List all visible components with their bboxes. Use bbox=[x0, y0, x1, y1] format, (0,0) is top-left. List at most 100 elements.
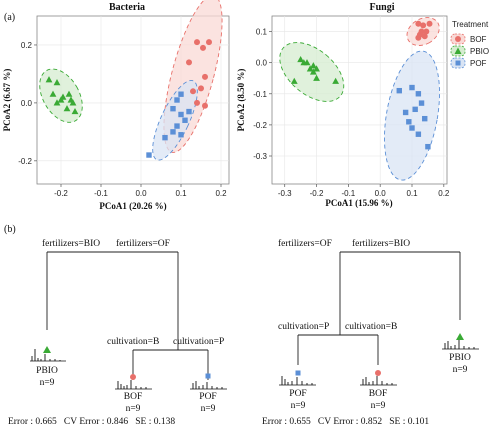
point-pbio bbox=[65, 90, 73, 97]
legend-item-bof: BOF bbox=[450, 33, 487, 45]
leaf-class-label: POF bbox=[199, 392, 216, 402]
point-pbio bbox=[53, 79, 61, 86]
tree-error-summary: Error : 0.665 CV Error : 0.846 SE : 0.13… bbox=[8, 417, 175, 426]
leaf-node: POF n=9 bbox=[279, 370, 316, 411]
point-pbio bbox=[45, 76, 53, 83]
leaf-class-label: BOF bbox=[369, 389, 387, 399]
point-pbio bbox=[69, 99, 77, 106]
point-bof bbox=[420, 22, 427, 29]
leaf-histogram bbox=[192, 381, 223, 389]
point-pof bbox=[170, 129, 176, 135]
split-root-left: fertilizers=OF bbox=[278, 238, 332, 249]
y-tick-label: 0.0 bbox=[21, 99, 33, 108]
legend-label: POF bbox=[470, 59, 487, 68]
point-pbio bbox=[71, 107, 79, 115]
point-bof bbox=[194, 39, 200, 46]
point-pof bbox=[174, 97, 180, 103]
legend-label: BOF bbox=[470, 35, 487, 44]
y-tick-label: -0.1 bbox=[253, 90, 267, 99]
y-tick-label: -0.2 bbox=[253, 121, 267, 130]
point-pbio bbox=[313, 74, 320, 81]
x-tick-label: -0.2 bbox=[54, 189, 68, 198]
y-ticks: -0.2 0.0 0.2 bbox=[18, 41, 37, 166]
split-root-left: fertilizers=BIO bbox=[42, 238, 100, 249]
point-pbio bbox=[53, 99, 61, 106]
x-ticks: -0.2 -0.1 0.0 0.1 0.2 bbox=[54, 184, 227, 198]
square-marker-icon bbox=[295, 370, 301, 376]
point-pbio bbox=[313, 65, 320, 72]
point-pof bbox=[412, 106, 418, 113]
split-sub-right: cultivation=P bbox=[173, 337, 224, 347]
split-root-right: fertilizers=BIO bbox=[352, 238, 410, 249]
point-bof bbox=[416, 31, 423, 38]
leaf-count: n=9 bbox=[291, 401, 306, 411]
point-pof bbox=[422, 115, 428, 122]
x-tick-label: 0.0 bbox=[135, 189, 147, 198]
leaf-node: POF n=9 bbox=[190, 373, 227, 414]
y-tick-label: -0.3 bbox=[253, 152, 267, 161]
leaf-node: PBIO n=9 bbox=[442, 333, 479, 375]
x-tick-label: 0.1 bbox=[406, 189, 418, 198]
leaf-class-label: PBIO bbox=[36, 366, 58, 376]
decision-tree-fungi-labels: fertilizers=OF fertilizers=BIO cultivati… bbox=[262, 238, 479, 426]
confidence-ellipse-pbio bbox=[39, 68, 83, 123]
x-tick-label: -0.2 bbox=[310, 189, 324, 198]
point-bof bbox=[421, 33, 428, 40]
split-sub-left: cultivation=B bbox=[107, 337, 159, 347]
x-ticks: -0.3 -0.2 -0.1 0.0 0.1 0.2 bbox=[278, 184, 450, 198]
x-axis-label: PCoA1 (15.96 %) bbox=[325, 198, 392, 208]
leaf-node: BOF n=9 bbox=[360, 370, 397, 411]
legend-item-pof: POF bbox=[450, 57, 487, 69]
point-bof bbox=[426, 20, 433, 27]
y-axis-label: PCoA2 (6.67 %) bbox=[2, 69, 12, 132]
point-pof bbox=[178, 132, 184, 138]
legend-title: Treatment bbox=[452, 20, 489, 29]
tree-error-summary: Error : 0.655 CV Error : 0.852 SE : 0.10… bbox=[262, 417, 429, 426]
panel-label-b: (b) bbox=[4, 224, 16, 235]
y-axis-label: PCoA2 (8.50 %) bbox=[236, 69, 246, 132]
point-pof bbox=[415, 131, 422, 137]
point-pof bbox=[146, 152, 152, 158]
y-tick-label: 0.2 bbox=[21, 41, 33, 50]
leaf-histogram bbox=[362, 376, 393, 385]
triangle-marker-icon bbox=[454, 47, 462, 54]
y-tick-label: -0.2 bbox=[18, 157, 32, 166]
point-pof bbox=[406, 119, 412, 125]
point-bof bbox=[415, 20, 422, 27]
chart-title: Fungi bbox=[369, 2, 394, 13]
legend-item-pbio: PBIO bbox=[450, 45, 489, 57]
leaf-class-label: POF bbox=[289, 389, 306, 399]
x-tick-label: 0.1 bbox=[175, 189, 187, 198]
point-pbio bbox=[290, 77, 298, 84]
y-tick-label: 0.1 bbox=[256, 28, 268, 37]
bacteria-pcoa-chart: Bacteria -0.2 -0.1 0.0 0.1 0.2 -0.2 0.0 0.2 PC… bbox=[2, 0, 230, 211]
point-pof bbox=[182, 117, 188, 123]
confidence-ellipses bbox=[279, 17, 440, 181]
point-pbio bbox=[309, 68, 317, 75]
point-pof bbox=[170, 105, 176, 112]
point-bof bbox=[206, 39, 212, 46]
tree-branches bbox=[297, 251, 461, 365]
leaf-count: n=9 bbox=[453, 365, 468, 375]
point-pof bbox=[396, 87, 402, 94]
square-marker-icon bbox=[455, 60, 461, 66]
point-bof bbox=[200, 44, 206, 51]
decision-tree-bacteria-labels: fertilizers=BIO fertilizers=OF cultivati… bbox=[8, 238, 227, 426]
plot-frame bbox=[271, 15, 448, 185]
leaf-histogram bbox=[281, 376, 313, 385]
point-pof bbox=[409, 84, 415, 91]
point-bof bbox=[202, 102, 208, 109]
leaf-histogram bbox=[117, 380, 147, 389]
point-pof bbox=[418, 100, 425, 106]
x-tick-label: -0.1 bbox=[94, 189, 108, 198]
leaf-count: n=9 bbox=[201, 404, 216, 414]
x-tick-label: 0.0 bbox=[375, 189, 387, 198]
x-axis-label: PCoA1 (20.26 %) bbox=[99, 201, 166, 211]
confidence-ellipses bbox=[39, 0, 223, 161]
circle-marker-icon bbox=[455, 36, 461, 42]
panel-label-a: (a) bbox=[4, 12, 15, 23]
x-tick-label: -0.1 bbox=[341, 189, 355, 198]
point-pbio bbox=[57, 96, 65, 103]
point-pof bbox=[186, 108, 192, 115]
point-pbio bbox=[300, 59, 308, 66]
